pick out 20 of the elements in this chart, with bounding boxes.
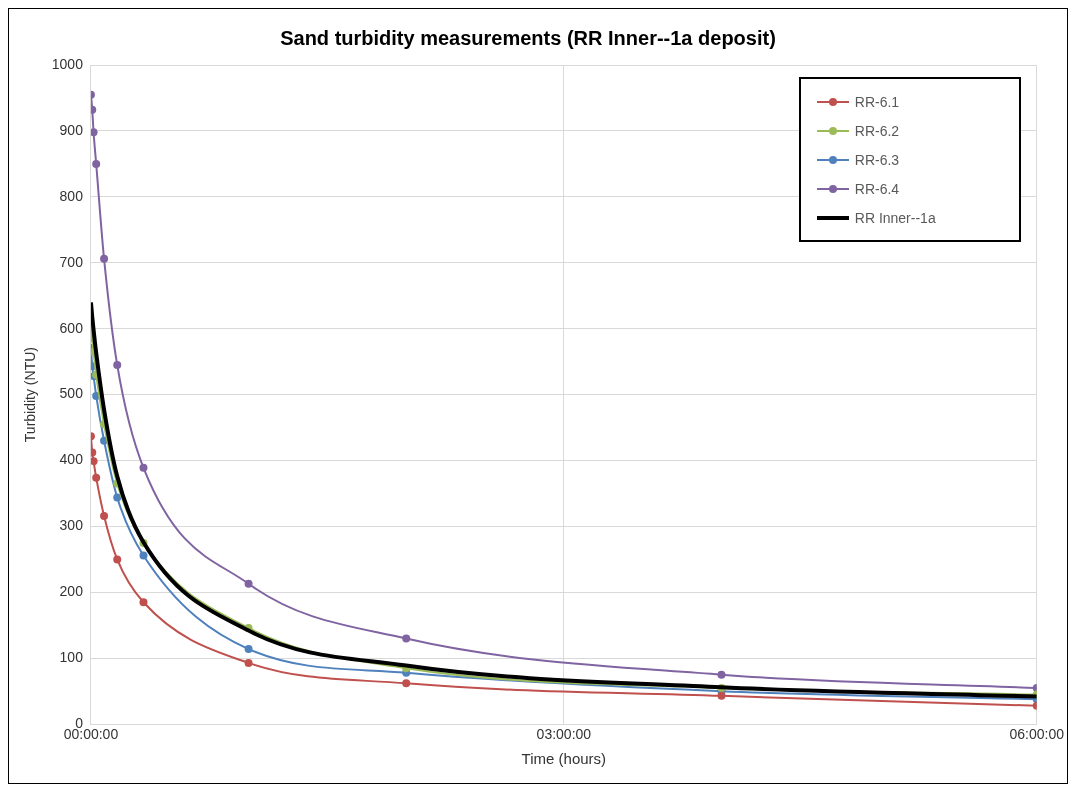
- y-axis-title: Turbidity (NTU): [22, 347, 39, 443]
- y-tick-label: 1000: [51, 55, 84, 72]
- legend-label: RR-6.2: [854, 122, 900, 139]
- y-tick-label: 400: [59, 451, 84, 468]
- y-tick-label: 600: [59, 319, 84, 336]
- y-tick-label: 300: [59, 517, 84, 534]
- legend-label: RR-6.3: [854, 151, 900, 168]
- legend-label: RR-6.1: [854, 93, 900, 110]
- y-tick-label: 900: [59, 121, 84, 138]
- y-tick-label: 500: [59, 385, 84, 402]
- x-tick-label: 06:00:00: [1009, 726, 1065, 743]
- y-tick-label: 700: [59, 253, 84, 270]
- y-tick-label: 200: [59, 583, 84, 600]
- x-tick-label: 03:00:00: [536, 726, 592, 743]
- x-axis-title: Time (hours): [521, 750, 607, 768]
- y-tick-label: 100: [59, 649, 84, 666]
- legend-label: RR-6.4: [854, 180, 900, 197]
- legend-label: RR Inner--1a: [854, 209, 936, 226]
- y-tick-label: 800: [59, 187, 84, 204]
- chart-title: Sand turbidity measurements (RR Inner--1a deposit): [280, 26, 776, 49]
